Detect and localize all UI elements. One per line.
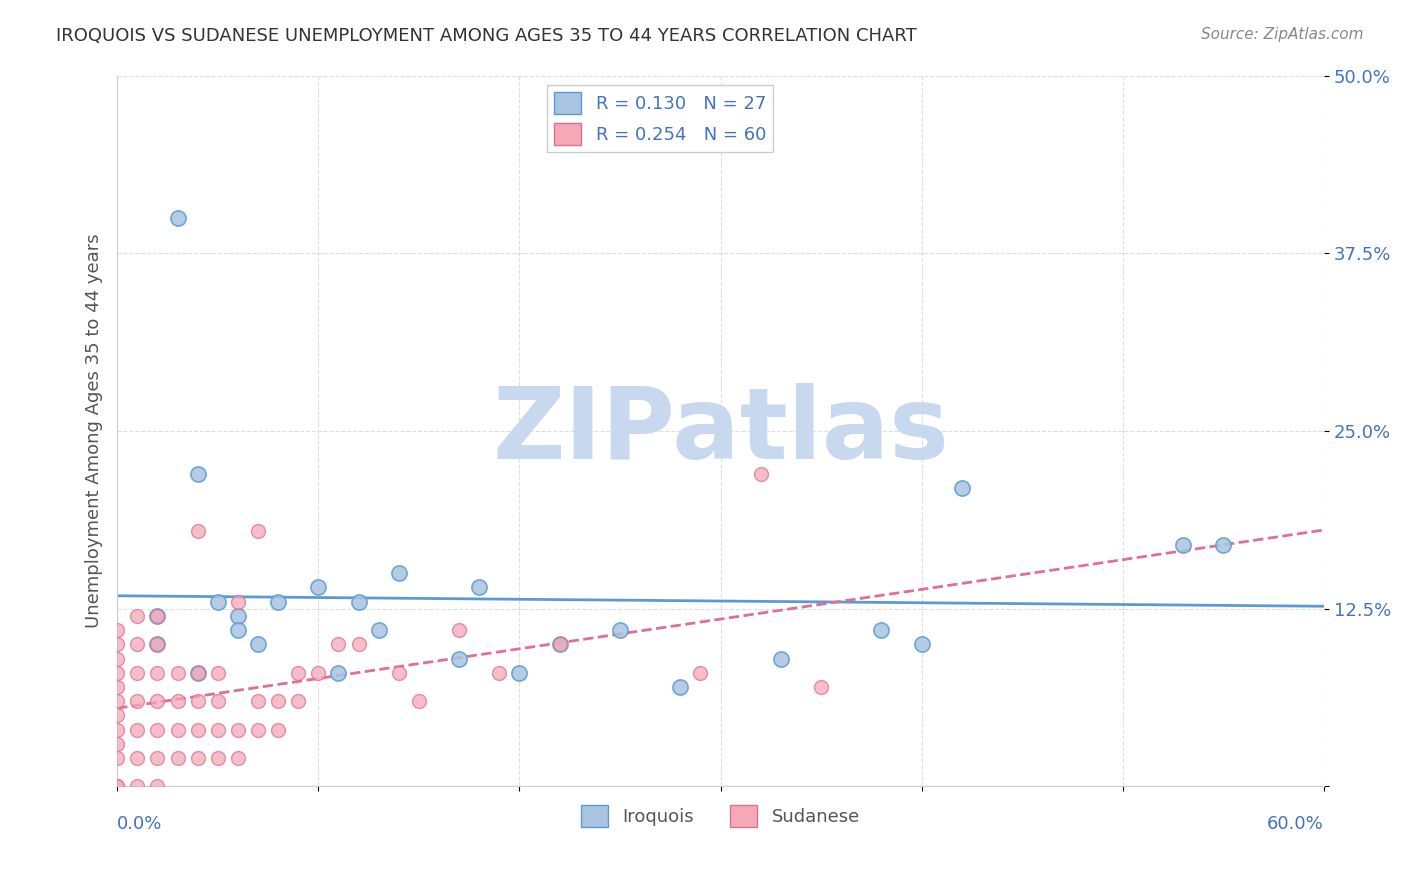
Point — [207, 723, 229, 737]
Legend: Iroquois, Sudanese: Iroquois, Sudanese — [574, 797, 868, 834]
Point — [449, 651, 471, 665]
Text: 60.0%: 60.0% — [1267, 815, 1324, 833]
Point — [870, 623, 893, 637]
Point — [105, 680, 128, 694]
Point — [105, 708, 128, 723]
Point — [328, 637, 350, 651]
Point — [105, 780, 128, 794]
Point — [105, 751, 128, 765]
Point — [388, 566, 411, 581]
Point — [267, 694, 290, 708]
Y-axis label: Unemployment Among Ages 35 to 44 years: Unemployment Among Ages 35 to 44 years — [86, 234, 103, 628]
Point — [105, 651, 128, 665]
Point — [166, 665, 188, 680]
Point — [287, 694, 309, 708]
Point — [246, 723, 269, 737]
Point — [226, 594, 249, 608]
Point — [347, 594, 370, 608]
Point — [950, 481, 973, 495]
Point — [166, 211, 188, 225]
Point — [307, 581, 329, 595]
Point — [548, 637, 571, 651]
Point — [166, 751, 188, 765]
Point — [166, 723, 188, 737]
Point — [127, 694, 149, 708]
Point — [548, 637, 571, 651]
Point — [769, 651, 792, 665]
Point — [146, 694, 169, 708]
Point — [187, 694, 209, 708]
Point — [689, 665, 711, 680]
Point — [127, 780, 149, 794]
Point — [105, 694, 128, 708]
Point — [267, 723, 290, 737]
Point — [105, 623, 128, 637]
Point — [328, 665, 350, 680]
Point — [669, 680, 692, 694]
Point — [488, 665, 510, 680]
Point — [146, 637, 169, 651]
Point — [127, 723, 149, 737]
Point — [187, 751, 209, 765]
Point — [127, 665, 149, 680]
Point — [1212, 538, 1234, 552]
Point — [187, 524, 209, 538]
Point — [911, 637, 934, 651]
Point — [287, 665, 309, 680]
Point — [105, 665, 128, 680]
Point — [468, 581, 491, 595]
Point — [1171, 538, 1194, 552]
Point — [105, 737, 128, 751]
Point — [810, 680, 832, 694]
Text: IROQUOIS VS SUDANESE UNEMPLOYMENT AMONG AGES 35 TO 44 YEARS CORRELATION CHART: IROQUOIS VS SUDANESE UNEMPLOYMENT AMONG … — [56, 27, 917, 45]
Point — [105, 637, 128, 651]
Point — [749, 467, 772, 481]
Point — [207, 594, 229, 608]
Point — [146, 608, 169, 623]
Point — [146, 608, 169, 623]
Point — [246, 694, 269, 708]
Point — [207, 665, 229, 680]
Point — [207, 694, 229, 708]
Point — [246, 524, 269, 538]
Point — [127, 608, 149, 623]
Point — [226, 623, 249, 637]
Point — [146, 723, 169, 737]
Point — [246, 637, 269, 651]
Point — [146, 637, 169, 651]
Point — [388, 665, 411, 680]
Point — [105, 723, 128, 737]
Point — [187, 665, 209, 680]
Point — [166, 694, 188, 708]
Text: Source: ZipAtlas.com: Source: ZipAtlas.com — [1201, 27, 1364, 42]
Text: 0.0%: 0.0% — [117, 815, 163, 833]
Point — [207, 751, 229, 765]
Point — [226, 723, 249, 737]
Point — [187, 665, 209, 680]
Point — [146, 665, 169, 680]
Text: ZIPatlas: ZIPatlas — [492, 383, 949, 480]
Point — [508, 665, 530, 680]
Point — [127, 751, 149, 765]
Point — [146, 780, 169, 794]
Point — [408, 694, 430, 708]
Point — [146, 751, 169, 765]
Point — [347, 637, 370, 651]
Point — [187, 723, 209, 737]
Point — [609, 623, 631, 637]
Point — [127, 637, 149, 651]
Point — [449, 623, 471, 637]
Point — [187, 467, 209, 481]
Point — [226, 608, 249, 623]
Point — [267, 594, 290, 608]
Point — [226, 751, 249, 765]
Point — [367, 623, 389, 637]
Point — [105, 780, 128, 794]
Point — [307, 665, 329, 680]
